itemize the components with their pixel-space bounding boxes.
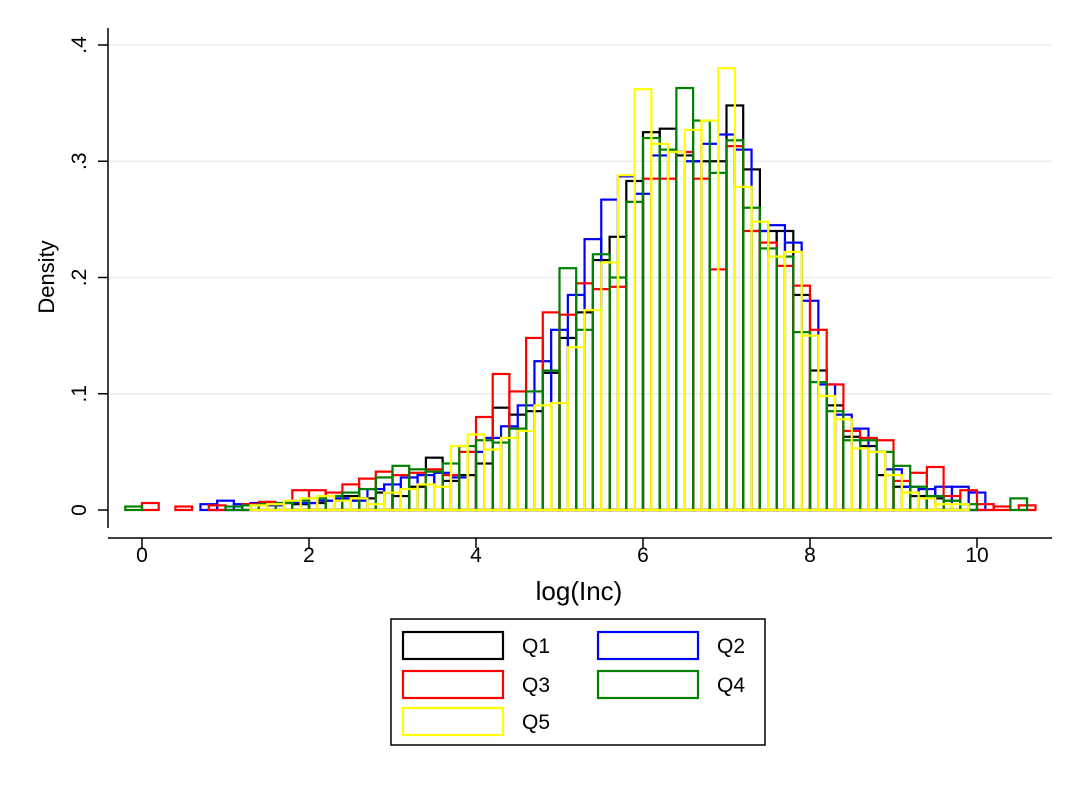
x-tick-label: 4 <box>470 544 482 567</box>
legend-label-q4: Q4 <box>717 674 745 697</box>
legend-label-q5: Q5 <box>522 711 550 734</box>
axes: 0 .1 .2 .3 .4 0 2 4 6 8 10 <box>68 28 1052 567</box>
histogram-bar <box>140 501 160 512</box>
histogram-bar <box>1009 497 1029 512</box>
x-tick-label: 10 <box>965 544 988 567</box>
x-tick-label: 0 <box>136 544 148 567</box>
histogram-bar <box>174 505 194 512</box>
legend-swatch-q4 <box>596 669 700 700</box>
series-q3 <box>140 145 1037 512</box>
y-tick-label: .3 <box>68 152 91 170</box>
histogram-bars <box>124 67 1037 512</box>
series-q4 <box>124 86 1029 512</box>
legend-swatch-q3 <box>401 669 505 700</box>
x-tick-label: 2 <box>303 544 315 567</box>
legend-label-q3: Q3 <box>522 674 550 697</box>
legend-box <box>390 618 766 746</box>
series-q5 <box>249 67 970 512</box>
legend-swatch-q5 <box>401 706 505 737</box>
x-axis-title: log(Inc) <box>536 576 623 606</box>
y-tick-label: .2 <box>68 269 91 287</box>
y-axis-title: Density <box>34 240 59 313</box>
y-tick-label: .4 <box>68 36 91 54</box>
legend-swatch-q1 <box>401 630 505 661</box>
legend: Q1 Q2 Q3 Q4 Q5 <box>390 618 766 746</box>
histogram-bar <box>950 503 970 512</box>
x-tick-label: 8 <box>804 544 816 567</box>
gridlines <box>109 44 1052 395</box>
y-tick-label: .1 <box>68 385 91 403</box>
histogram-bar <box>124 505 144 512</box>
histogram-bar <box>992 505 1012 512</box>
legend-swatch-q2 <box>596 630 700 661</box>
legend-label-q1: Q1 <box>522 635 550 658</box>
x-tick-label: 6 <box>637 544 649 567</box>
legend-label-q2: Q2 <box>717 635 745 658</box>
y-tick-label: 0 <box>68 504 91 516</box>
